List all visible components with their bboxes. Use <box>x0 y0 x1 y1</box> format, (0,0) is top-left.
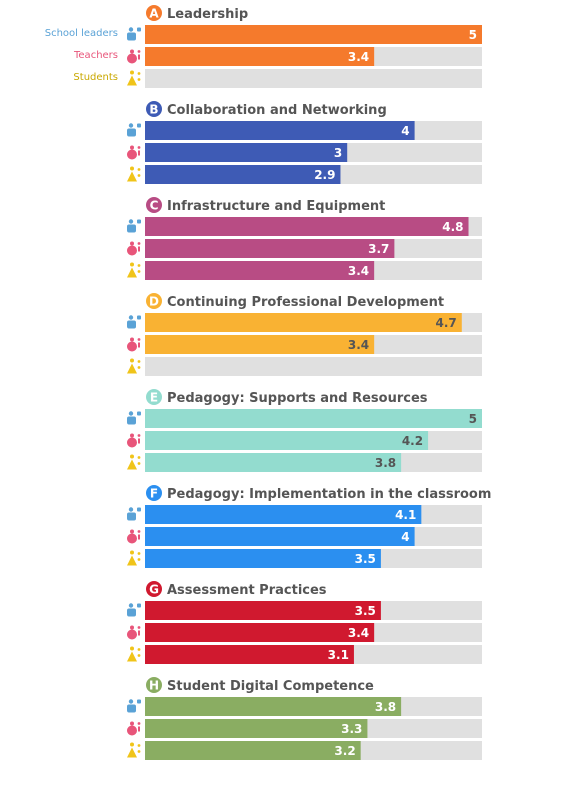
bar-pedagogy-implementation-in-the-classroom-2 <box>145 549 381 568</box>
bar-value-label: 3.8 <box>375 700 396 714</box>
group-letter: C <box>150 199 159 213</box>
bar-value-label: 3.5 <box>355 604 376 618</box>
bar-assessment-practices-1 <box>145 623 375 642</box>
bar-assessment-practices-0 <box>145 601 381 620</box>
school-leader-icon <box>127 507 141 521</box>
student-icon <box>127 454 141 470</box>
bar-value-label: 4 <box>401 530 409 544</box>
bar-value-label: 4.2 <box>402 434 423 448</box>
group-letter-badge <box>146 581 162 597</box>
bar-value-label: 4.8 <box>442 220 463 234</box>
bar-value-label: 3.7 <box>368 242 389 256</box>
school-leader-icon <box>127 123 141 137</box>
bar-value-label: 3.1 <box>328 648 349 662</box>
bar-value-label: 3.8 <box>375 456 396 470</box>
bar-continuing-professional-development-1 <box>145 335 375 354</box>
teacher-icon <box>127 241 141 256</box>
student-icon <box>127 742 141 758</box>
teacher-icon <box>127 721 141 736</box>
school-leader-icon <box>127 699 141 713</box>
bar-value-label: 3.4 <box>348 264 369 278</box>
school-leader-icon <box>127 315 141 329</box>
teacher-icon <box>127 625 141 640</box>
bar-student-digital-competence-2 <box>145 741 361 760</box>
bar-value-label: 3.5 <box>355 552 376 566</box>
group-letter-badge <box>146 389 162 405</box>
bar-pedagogy-implementation-in-the-classroom-1 <box>145 527 415 546</box>
student-icon <box>127 262 141 278</box>
bar-value-label: 3.4 <box>348 338 369 352</box>
student-icon <box>127 550 141 566</box>
bar-student-digital-competence-0 <box>145 697 402 716</box>
group-letter-badge <box>146 101 162 117</box>
group-title-collaboration-and-networking: Collaboration and Networking <box>167 103 387 118</box>
bar-value-label: 3.4 <box>348 50 369 64</box>
student-icon <box>127 70 141 86</box>
bar-pedagogy-supports-and-resources-1 <box>145 431 429 450</box>
group-letter: E <box>150 391 158 405</box>
group-title-leadership: Leadership <box>167 7 248 22</box>
group-title-assessment-practices: Assessment Practices <box>167 583 327 598</box>
school-leader-icon <box>127 219 141 233</box>
group-letter: A <box>149 7 159 21</box>
bar-leadership-0 <box>145 25 482 44</box>
group-title-infrastructure-and-equipment: Infrastructure and Equipment <box>167 199 385 214</box>
bar-value-label: 3 <box>334 146 342 160</box>
group-letter: F <box>150 487 158 501</box>
school-leader-icon <box>127 411 141 425</box>
bar-infrastructure-and-equipment-1 <box>145 239 395 258</box>
group-letter: D <box>149 295 159 309</box>
group-letter-badge <box>146 293 162 309</box>
student-icon <box>127 358 141 374</box>
bar-value-label: 5 <box>469 28 477 42</box>
group-letter: H <box>149 679 159 693</box>
bar-collaboration-and-networking-1 <box>145 143 348 162</box>
bar-value-label: 4 <box>401 124 409 138</box>
teacher-icon <box>127 49 141 64</box>
school-leader-icon <box>127 27 141 41</box>
bar-continuing-professional-development-0 <box>145 313 462 332</box>
bar-leadership-1 <box>145 47 375 66</box>
group-letter-badge <box>146 5 162 21</box>
group-letter-badge <box>146 197 162 213</box>
student-icon <box>127 646 141 662</box>
group-letter-badge <box>146 485 162 501</box>
legend-students: Students <box>73 72 118 83</box>
bar-infrastructure-and-equipment-0 <box>145 217 469 236</box>
group-letter-badge <box>146 677 162 693</box>
group-title-pedagogy-supports-and-resources: Pedagogy: Supports and Resources <box>167 391 428 406</box>
teacher-icon <box>127 337 141 352</box>
teacher-icon <box>127 145 141 160</box>
bar-pedagogy-supports-and-resources-0 <box>145 409 482 428</box>
teacher-icon <box>127 433 141 448</box>
bar-value-label: 4.7 <box>436 316 457 330</box>
group-title-student-digital-competence: Student Digital Competence <box>167 679 374 694</box>
bar-pedagogy-implementation-in-the-classroom-0 <box>145 505 422 524</box>
legend-school-leaders: School leaders <box>44 28 118 39</box>
bar-value-label: 2.9 <box>314 168 335 182</box>
group-letter: B <box>149 103 158 117</box>
bar-value-label: 5 <box>469 412 477 426</box>
student-icon <box>127 166 141 182</box>
teacher-icon <box>127 529 141 544</box>
bar-value-label: 3.4 <box>348 626 369 640</box>
bar-student-digital-competence-1 <box>145 719 368 738</box>
bar-collaboration-and-networking-2 <box>145 165 341 184</box>
school-leader-icon <box>127 603 141 617</box>
group-title-pedagogy-implementation-in-the-classroom: Pedagogy: Implementation in the classroo… <box>167 487 491 502</box>
bar-track <box>145 357 482 376</box>
legend-teachers: Teachers <box>74 50 118 61</box>
bar-infrastructure-and-equipment-2 <box>145 261 375 280</box>
bar-track <box>145 69 482 88</box>
bar-collaboration-and-networking-0 <box>145 121 415 140</box>
bar-pedagogy-supports-and-resources-2 <box>145 453 402 472</box>
bar-assessment-practices-2 <box>145 645 354 664</box>
bar-value-label: 3.2 <box>334 744 355 758</box>
bar-value-label: 4.1 <box>395 508 416 522</box>
group-title-continuing-professional-development: Continuing Professional Development <box>167 295 444 310</box>
group-letter: G <box>149 583 159 597</box>
bar-value-label: 3.3 <box>341 722 362 736</box>
